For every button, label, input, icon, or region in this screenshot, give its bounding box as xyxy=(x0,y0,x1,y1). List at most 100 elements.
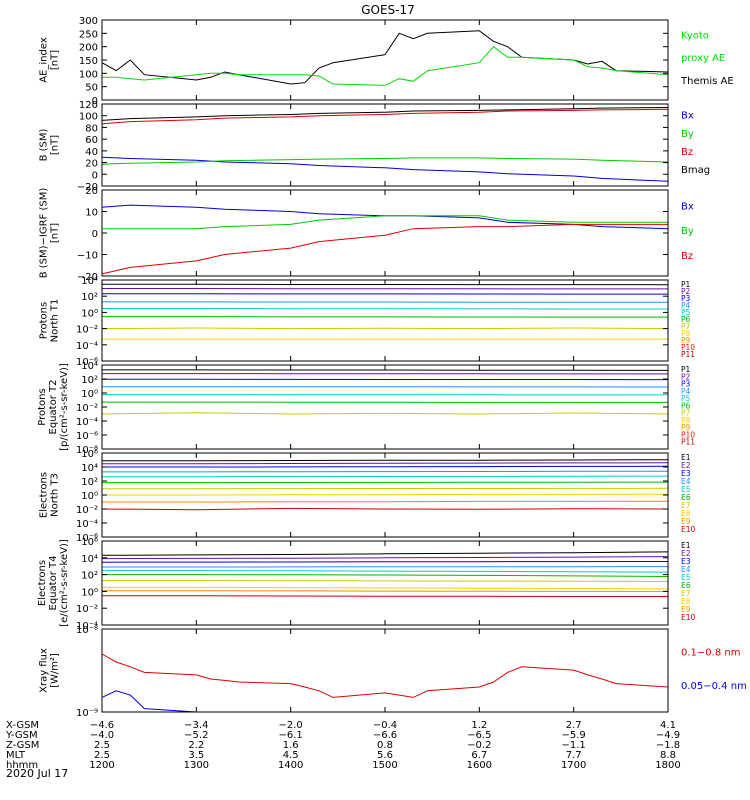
y-tick-label: 10² xyxy=(81,477,98,488)
legend-label: P1 xyxy=(681,365,691,374)
y-axis-label: Protons xyxy=(37,388,48,425)
series-e8-line xyxy=(102,493,669,496)
y-tick-label: 10⁻² xyxy=(76,325,98,336)
y-tick-label: 20 xyxy=(85,186,98,197)
x-row-label: Z-GSM xyxy=(6,740,39,751)
x-tick-label: −0.4 xyxy=(373,720,397,731)
legend-label: P11 xyxy=(681,350,695,359)
x-tick-label: 7.7 xyxy=(566,750,582,761)
x-tick-label: −4.9 xyxy=(656,730,680,741)
series-e10-line xyxy=(102,595,668,597)
y-axis-label: North T1 xyxy=(50,299,61,343)
y-axis-label: Electrons xyxy=(37,560,48,606)
legend-label: P5 xyxy=(681,394,691,403)
series-e9-line xyxy=(102,500,669,503)
y-axis-label: B (SM)−IGRF (SM) xyxy=(39,188,50,279)
y-tick-label: 10⁻² xyxy=(76,604,98,615)
y-tick-label: 10⁴ xyxy=(81,463,98,474)
y-axis-label: North T3 xyxy=(50,473,61,517)
legend-label: P6 xyxy=(681,401,691,410)
legend-label: P1 xyxy=(681,280,691,289)
series-0-1-0-8-nm-line xyxy=(101,653,669,698)
series-e3-line xyxy=(101,561,669,563)
x-row-label: MLT xyxy=(6,750,26,761)
legend-label: P8 xyxy=(681,329,691,338)
x-tick-label: 1500 xyxy=(372,760,397,771)
series-p7-line xyxy=(101,327,669,330)
series-e5-line xyxy=(102,475,669,478)
x-tick-label: −1.1 xyxy=(562,740,586,751)
legend-label: proxy AE xyxy=(681,53,725,64)
legend-label: P2 xyxy=(681,372,691,381)
series-p6-line xyxy=(102,316,668,318)
legend-label: E6 xyxy=(681,493,691,502)
series-bz-line xyxy=(101,223,668,275)
legend-label: Bz xyxy=(681,251,693,262)
y-tick-label: 0 xyxy=(92,96,98,107)
series-p5-line xyxy=(102,308,668,310)
y-tick-label: 100 xyxy=(79,112,98,123)
legend-label: 0.05−0.4 nm xyxy=(681,681,747,692)
series-by-line xyxy=(101,157,669,165)
panel-frame xyxy=(101,19,669,101)
y-axis-label: Equator T4 xyxy=(48,556,59,611)
series-e1-line xyxy=(101,551,669,556)
y-tick-label: 200 xyxy=(79,43,98,54)
panel-7: 10⁶ 10⁴ 10² 10⁰ 10⁻² 10⁻⁴ Electrons Equator T4[… xyxy=(37,537,696,632)
y-axis-label: B (SM) xyxy=(39,128,50,161)
panel-frame xyxy=(101,189,669,277)
y-tick-label: 10⁻⁹ xyxy=(76,708,98,719)
x-tick-label: −1.8 xyxy=(656,740,680,751)
x-row-label: hhmm xyxy=(6,760,38,771)
panel-frame xyxy=(101,364,669,450)
y-tick-label: 250 xyxy=(79,29,98,40)
y-tick-label: 10⁻⁴ xyxy=(76,621,98,632)
y-tick-label: 10⁴ xyxy=(81,361,98,372)
panel-8: 10⁻⁸ 10⁻⁹ Xray flux [W/m²] 0.1−0.8 nm 0.05−0.… xyxy=(39,625,747,719)
series-e2-line xyxy=(102,462,669,465)
legend-label: Bx xyxy=(681,111,694,122)
y-tick-label: 10⁰ xyxy=(81,587,98,598)
panel-6: 10⁶ 10⁴ 10² 10⁰ 10⁻² 10⁻⁴ 10⁻⁶ Electrons North T… xyxy=(39,449,696,544)
series-e6-line xyxy=(102,481,669,484)
y-tick-label: 10⁰ xyxy=(81,491,98,502)
legend-label: E5 xyxy=(681,573,691,582)
x-tick-label: 8.8 xyxy=(660,750,676,761)
y-tick-label: 0 xyxy=(92,170,98,181)
legend-label: E8 xyxy=(681,509,691,518)
series-e7-line xyxy=(102,580,669,582)
y-axis-label: [nT] xyxy=(50,135,61,155)
x-row-label: X-GSM xyxy=(6,720,39,731)
legend-label: E7 xyxy=(681,589,691,598)
legend-label: P3 xyxy=(681,380,691,389)
x-tick-label: 2.2 xyxy=(188,740,204,751)
y-axis-label: [e/(cm²-s-sr-keV)] xyxy=(59,539,70,627)
series-e4-line xyxy=(102,470,669,473)
y-tick-label: 40 xyxy=(85,147,98,158)
legend-label: 0.1−0.8 nm xyxy=(681,648,740,659)
series-bx-line xyxy=(101,156,669,182)
series-by-line xyxy=(102,215,668,230)
legend-label: E4 xyxy=(681,477,691,486)
y-tick-label: 10⁴ xyxy=(81,554,98,565)
y-axis-label: Xray flux xyxy=(39,648,50,693)
legend-label: P7 xyxy=(681,409,691,418)
x-tick-label: 1700 xyxy=(561,760,586,771)
y-axis-label: Electrons xyxy=(39,472,50,518)
y-tick-label: 0 xyxy=(92,229,98,240)
panel-frame xyxy=(101,279,669,362)
x-axis: X-GSM −4.6 −3.4 −2.0 −0.4 1.2 2.7 4.1 Y-GSM −4.0 −… xyxy=(5,720,681,771)
y-tick-label: 150 xyxy=(79,56,98,67)
legend-label: E6 xyxy=(681,581,691,590)
panel-frame xyxy=(101,103,669,187)
legend-label: By xyxy=(681,226,694,237)
y-tick-label: 120 xyxy=(79,100,98,111)
y-tick-label: 10² xyxy=(81,292,98,303)
series-bx-line xyxy=(101,204,669,230)
y-tick-label: 10⁻⁶ xyxy=(76,357,98,368)
x-tick-label: 6.7 xyxy=(471,750,487,761)
series-bmag-line xyxy=(101,107,669,121)
y-tick-label: 60 xyxy=(85,135,98,146)
y-tick-label: 20 xyxy=(85,159,98,170)
